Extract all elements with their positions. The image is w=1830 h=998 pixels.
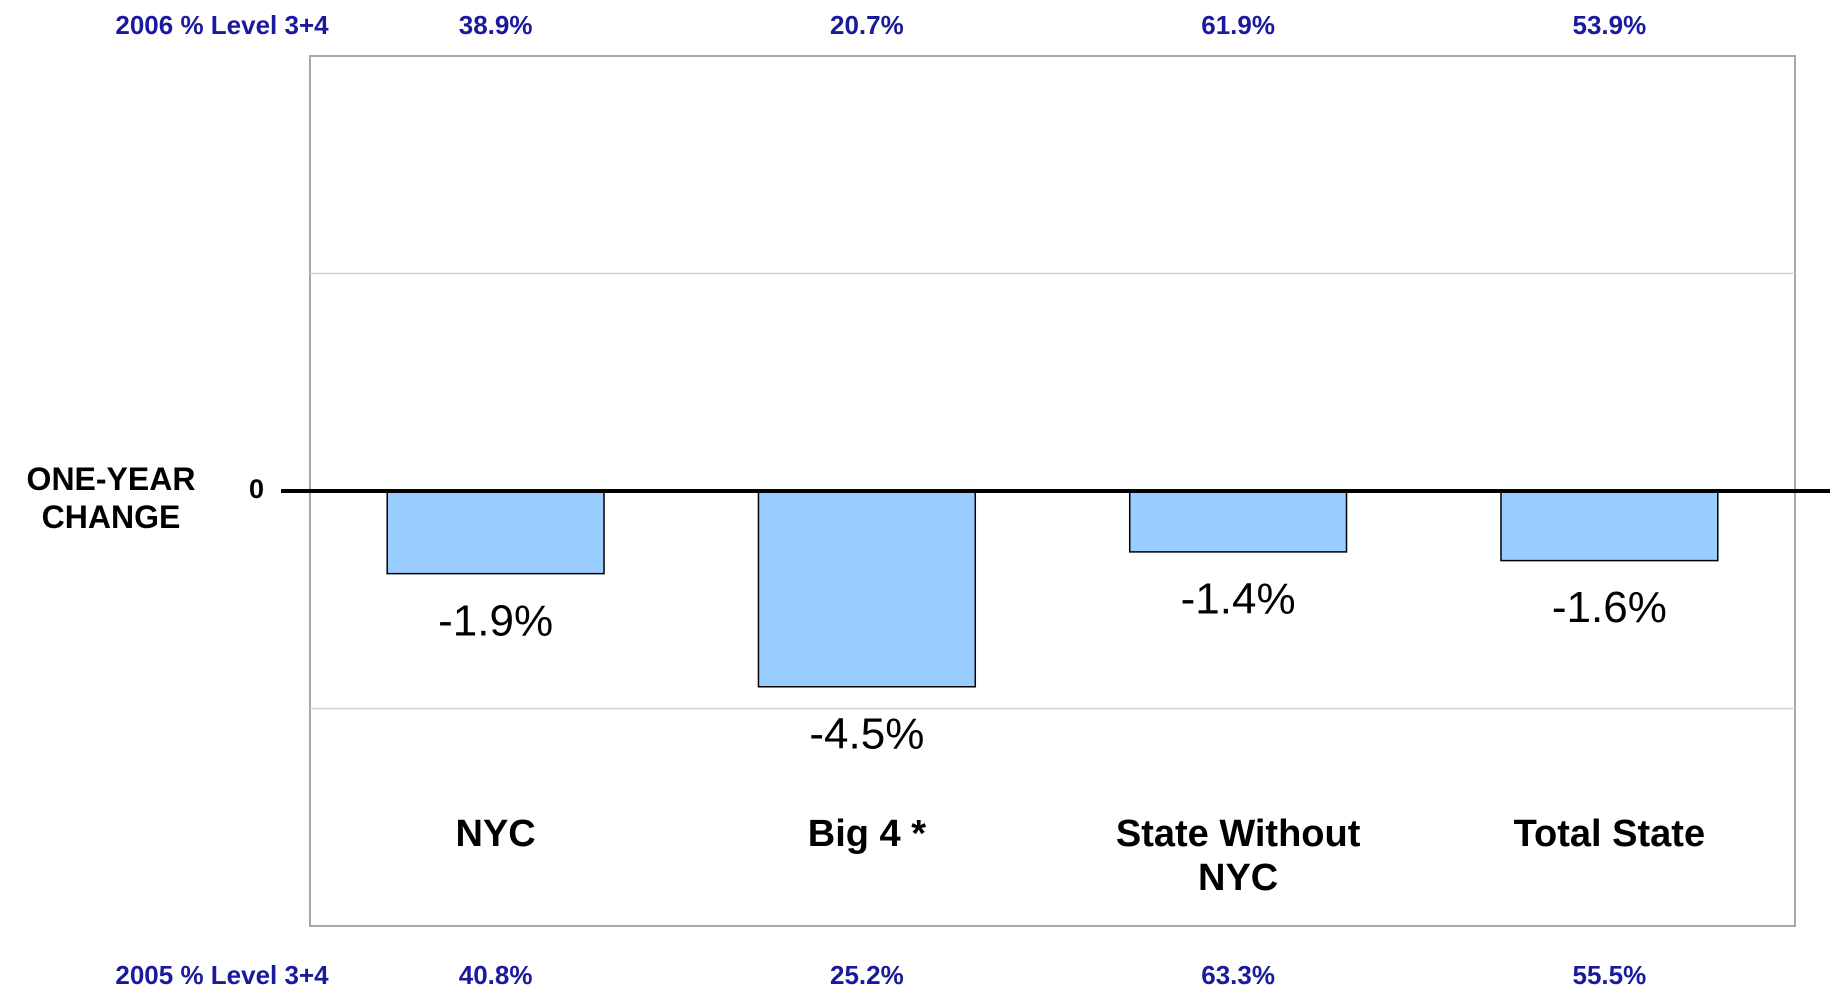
y-tick-label: 0 (249, 474, 264, 504)
bar (757, 490, 977, 688)
category-label: State Without NYC (1115, 813, 1361, 899)
top-row-value: 38.9% (458, 10, 533, 40)
bar (386, 490, 605, 575)
bottom-row-value: 63.3% (1201, 960, 1275, 990)
bar (1500, 490, 1719, 562)
category-label: NYC (455, 813, 536, 855)
value-label: -1.6% (1552, 583, 1667, 632)
category-label: Big 4 * (807, 813, 926, 855)
bottom-row-label: 2005 % Level 3+4 (115, 960, 329, 990)
value-label: -1.4% (1181, 575, 1296, 624)
top-row-value: 53.9% (1572, 10, 1647, 40)
value-label: -4.5% (809, 709, 924, 758)
top-row-label: 2006 % Level 3+4 (115, 10, 329, 40)
top-row-value: 61.9% (1201, 10, 1275, 40)
value-label: -1.9% (438, 596, 553, 645)
y-axis-label: ONE-YEAR CHANGE (26, 461, 196, 535)
category-label: Total State (1513, 813, 1706, 855)
bottom-row-value: 55.5% (1572, 960, 1647, 990)
top-row-value: 20.7% (830, 10, 904, 40)
bottom-row-value: 40.8% (458, 960, 533, 990)
bar (1128, 490, 1348, 553)
bottom-row-value: 25.2% (830, 960, 904, 990)
